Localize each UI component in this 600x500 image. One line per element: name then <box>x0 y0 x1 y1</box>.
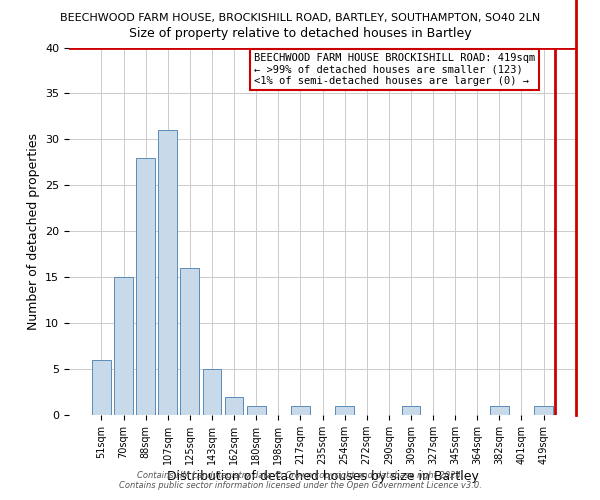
Bar <box>114 277 133 415</box>
Bar <box>181 268 199 415</box>
X-axis label: Distribution of detached houses by size in Bartley: Distribution of detached houses by size … <box>167 470 478 483</box>
Bar <box>92 360 111 415</box>
Bar <box>490 406 509 415</box>
Bar <box>247 406 266 415</box>
Bar <box>203 369 221 415</box>
Bar <box>158 130 177 415</box>
Bar <box>335 406 354 415</box>
Text: Size of property relative to detached houses in Bartley: Size of property relative to detached ho… <box>128 28 472 40</box>
Bar <box>224 396 244 415</box>
Y-axis label: Number of detached properties: Number of detached properties <box>26 132 40 330</box>
Bar <box>291 406 310 415</box>
Bar <box>136 158 155 415</box>
Bar <box>534 406 553 415</box>
Text: Contains HM Land Registry data © Crown copyright and database right 2024.
Contai: Contains HM Land Registry data © Crown c… <box>119 470 481 490</box>
Bar <box>401 406 421 415</box>
Text: BEECHWOOD FARM HOUSE BROCKISHILL ROAD: 419sqm
← >99% of detached houses are smal: BEECHWOOD FARM HOUSE BROCKISHILL ROAD: 4… <box>254 53 535 86</box>
Text: BEECHWOOD FARM HOUSE, BROCKISHILL ROAD, BARTLEY, SOUTHAMPTON, SO40 2LN: BEECHWOOD FARM HOUSE, BROCKISHILL ROAD, … <box>60 12 540 22</box>
